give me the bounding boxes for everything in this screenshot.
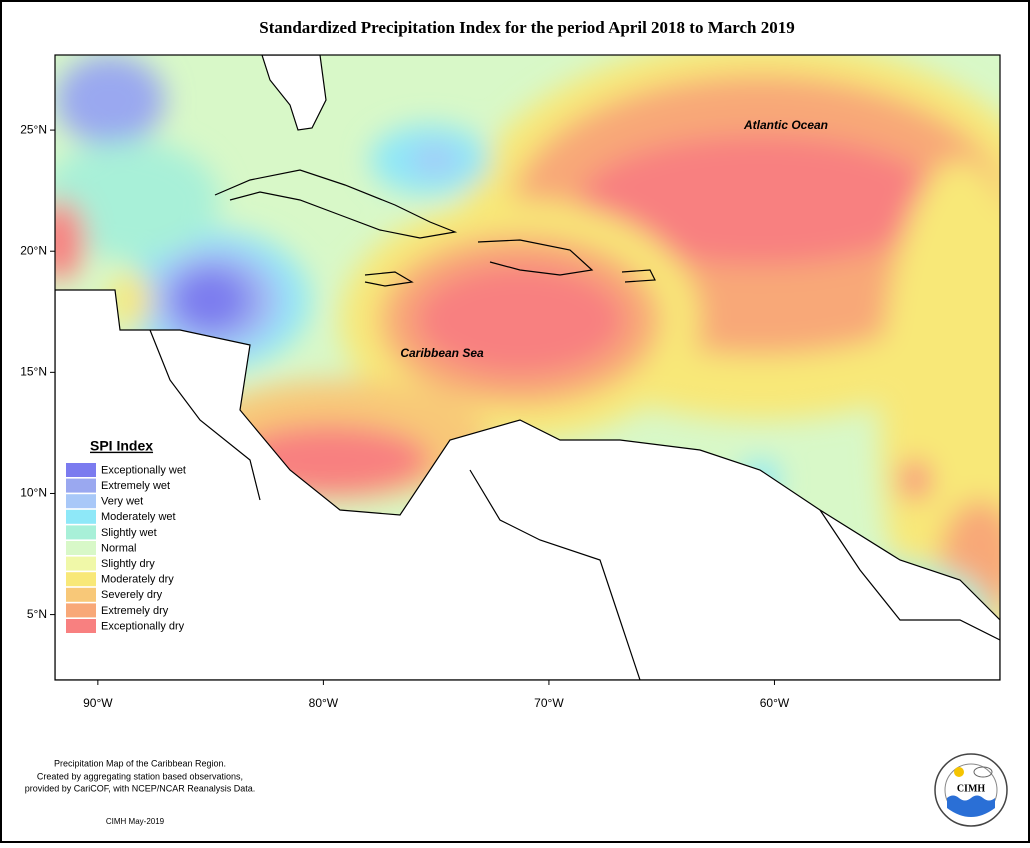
footer-note: provided by CariCOF, with NCEP/NCAR Rean… xyxy=(25,783,256,793)
florida xyxy=(261,55,327,131)
plot-border xyxy=(54,54,1001,681)
legend-title: SPI Index xyxy=(90,438,153,454)
legend-swatch xyxy=(66,478,96,493)
x-tick-label: 80°W xyxy=(309,696,339,710)
logo-text: CIMH xyxy=(957,783,986,794)
jamaica xyxy=(364,271,414,287)
spi-region xyxy=(410,145,460,175)
legend-swatch xyxy=(66,603,96,618)
legend-label: Severely dry xyxy=(101,589,163,601)
y-tick-label: 20°N xyxy=(20,243,47,257)
legend-swatch xyxy=(66,463,96,477)
legend-label: Exceptionally dry xyxy=(101,620,185,632)
legend-label: Extremely dry xyxy=(101,605,169,617)
puerto-rico xyxy=(621,269,656,283)
logo: CIMH xyxy=(934,753,1008,827)
x-tick-label: 90°W xyxy=(83,696,113,710)
title: Standardized Precipitation Index for the… xyxy=(259,18,795,37)
legend-swatch xyxy=(66,541,96,555)
guianas-border xyxy=(819,509,1000,641)
place-label: Caribbean Sea xyxy=(400,346,484,360)
legend-swatch xyxy=(66,572,96,587)
legend-label: Moderately dry xyxy=(101,574,174,586)
y-tick-label: 10°N xyxy=(20,486,47,500)
venezuela-border xyxy=(469,469,641,680)
legend-swatch xyxy=(66,494,96,509)
footer-note: Created by aggregating station based obs… xyxy=(37,771,243,781)
spi-region xyxy=(174,270,246,330)
spi-region xyxy=(415,265,625,375)
legend-label: Normal xyxy=(101,542,136,554)
legend-swatch xyxy=(66,525,96,540)
logo-cloud xyxy=(973,766,993,778)
legend-label: Very wet xyxy=(101,496,143,508)
spi-region xyxy=(55,140,220,260)
legend: SPI Index Exceptionally wet Extremely wet… xyxy=(62,438,197,641)
legend-label: Extremely wet xyxy=(101,480,170,492)
spi-region xyxy=(580,135,940,265)
spi-region xyxy=(55,55,165,145)
cuba xyxy=(214,169,458,239)
hispaniola xyxy=(477,239,594,276)
footer-credit: CIMH May-2019 xyxy=(106,817,165,826)
axes: 25°N 20°N 15°N 10°N 5°N 90°W 80°W 70°W 60°W xyxy=(20,122,790,710)
legend-label: Slightly wet xyxy=(101,527,157,539)
field-blobs xyxy=(55,55,1000,680)
spi-region xyxy=(110,270,150,330)
central-america-border xyxy=(149,329,261,501)
legend-label: Exceptionally wet xyxy=(101,464,186,476)
legend-swatch xyxy=(66,509,96,524)
spi-region xyxy=(55,200,85,280)
y-tick-label: 25°N xyxy=(20,122,47,136)
legend-swatch xyxy=(66,619,96,633)
legend-swatch xyxy=(66,587,96,602)
x-tick-label: 60°W xyxy=(760,696,790,710)
land xyxy=(55,55,1000,680)
y-tick-label: 5°N xyxy=(27,607,47,621)
legend-label: Moderately wet xyxy=(101,511,176,523)
x-tick-label: 70°W xyxy=(534,696,564,710)
logo-water xyxy=(947,795,995,817)
y-tick-label: 15°N xyxy=(20,365,47,379)
logo-sun xyxy=(954,767,964,777)
footer-note: Precipitation Map of the Caribbean Regio… xyxy=(54,758,226,768)
legend-swatch xyxy=(66,556,96,571)
spi-region xyxy=(900,460,930,500)
place-label: Atlantic Ocean xyxy=(743,118,828,132)
legend-label: Slightly dry xyxy=(101,558,155,570)
